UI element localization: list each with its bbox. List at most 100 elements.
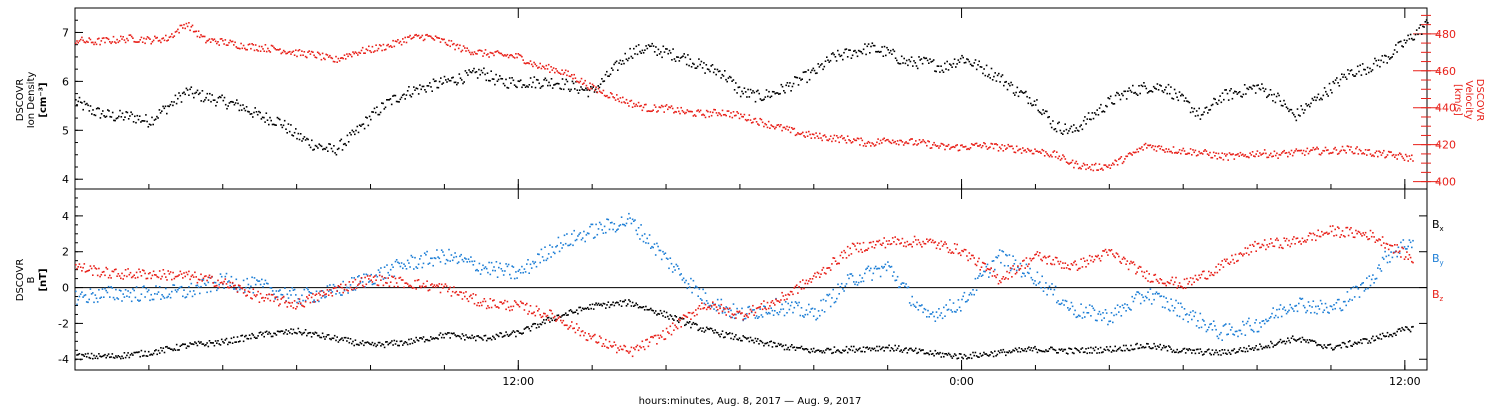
velocity-series-point <box>1254 155 1256 158</box>
ion-density-series-point <box>1385 55 1387 57</box>
velocity-series-point <box>702 113 704 116</box>
ion-density-series-point <box>746 96 748 98</box>
by-series-point <box>757 317 759 319</box>
velocity-series-point <box>1390 151 1392 153</box>
by-series-point <box>1077 314 1080 317</box>
bx-series-point <box>1030 347 1033 349</box>
velocity-series-point <box>772 126 775 128</box>
velocity-series-point <box>817 137 820 139</box>
bx-series-point <box>316 334 319 337</box>
velocity-series-point <box>1328 152 1330 155</box>
ion-density-series-point <box>646 47 649 50</box>
ion-density-series-point <box>1235 91 1237 93</box>
velocity-series-point <box>290 53 292 55</box>
velocity-series-point <box>470 53 472 56</box>
by-series-point <box>968 294 971 296</box>
by-series-point <box>1039 281 1041 283</box>
bz-series-point <box>309 301 312 304</box>
ion-density-series-point <box>1182 94 1184 97</box>
by-series-point <box>242 279 245 282</box>
velocity-series-point <box>455 44 458 47</box>
bx-series-point <box>1075 348 1078 350</box>
bx-series-point <box>1380 338 1383 340</box>
bx-series-point <box>517 330 520 333</box>
bx-series-point <box>1073 352 1075 355</box>
velocity-series-point <box>180 24 183 27</box>
by-series-point <box>145 287 148 290</box>
by-series-point <box>365 273 368 276</box>
velocity-series-point <box>121 38 123 40</box>
by-series-point <box>780 308 782 311</box>
bz-series-point <box>605 338 607 341</box>
by-series-point <box>660 258 663 261</box>
by-series-point <box>1373 282 1375 284</box>
by-series-point <box>1374 278 1377 280</box>
velocity-series-point <box>1174 152 1176 154</box>
bx-series-point <box>323 335 325 338</box>
bx-series-point <box>173 348 176 350</box>
by-series-point <box>421 266 424 269</box>
bx-series-point <box>205 344 207 346</box>
by-series-point <box>151 298 154 301</box>
ion-density-series-point <box>717 70 720 73</box>
ion-density-series-point <box>400 96 403 99</box>
ion-density-series-point <box>991 79 994 81</box>
ion-density-series-point <box>137 118 140 121</box>
bx-series-point <box>612 301 614 304</box>
ion-density-series-point <box>1070 125 1073 128</box>
ion-density-series-point <box>705 64 708 66</box>
ion-density-series-point <box>94 114 97 117</box>
bx-series-point <box>103 354 105 357</box>
velocity-series-point <box>501 54 504 56</box>
by-series-point <box>704 292 707 294</box>
bx-series-point <box>890 347 893 349</box>
ion-density-series-point <box>586 89 588 91</box>
ion-density-series-point <box>673 58 676 60</box>
bx-series-point <box>415 336 417 339</box>
by-series-point <box>1412 239 1414 242</box>
ion-density-series-point <box>730 76 732 79</box>
bz-series-point <box>329 289 331 291</box>
bz-series-point <box>374 275 376 277</box>
bx-series-point <box>996 353 999 356</box>
bz-series-point <box>375 279 377 281</box>
by-series-point <box>611 221 613 224</box>
by-series-point <box>502 274 505 276</box>
bx-series-point <box>550 317 552 320</box>
velocity-series-point <box>1240 154 1243 156</box>
ion-density-series-point <box>645 45 647 47</box>
by-series-point <box>676 265 679 267</box>
velocity-series-point <box>1029 150 1031 153</box>
velocity-series-point <box>430 35 432 38</box>
ion-density-series-point <box>873 44 876 47</box>
ion-density-series-point <box>177 97 179 100</box>
by-series-point <box>1380 270 1383 272</box>
bx-series-point <box>932 352 934 355</box>
ion-density-series-point <box>1285 106 1288 108</box>
bx-series-point <box>921 349 923 351</box>
by-series-point <box>652 246 654 249</box>
velocity-series-point <box>1236 153 1238 156</box>
bz-series-point <box>597 341 600 344</box>
ion-density-series-point <box>603 80 606 82</box>
velocity-series-point <box>1031 152 1034 155</box>
ion-density-series-point <box>431 90 433 92</box>
velocity-series-point <box>777 124 780 126</box>
velocity-series-point <box>460 50 462 53</box>
bx-series-point <box>1322 347 1324 350</box>
ion-density-series-point <box>1116 91 1118 94</box>
velocity-series-point <box>1200 152 1203 154</box>
bx-series-point <box>836 349 838 352</box>
bx-series-point <box>490 338 493 341</box>
by-series-point <box>286 293 289 296</box>
by-series-point <box>229 284 231 287</box>
bz-series-point <box>493 299 495 301</box>
by-series-point <box>748 305 751 308</box>
ion-density-series-point <box>349 132 351 134</box>
bx-series-point <box>1014 347 1017 350</box>
velocity-series-point <box>533 61 535 64</box>
by-series-point <box>173 284 176 286</box>
ion-density-series-point <box>1015 91 1017 94</box>
bx-series-point <box>774 342 776 344</box>
bz-series-point <box>196 281 199 284</box>
